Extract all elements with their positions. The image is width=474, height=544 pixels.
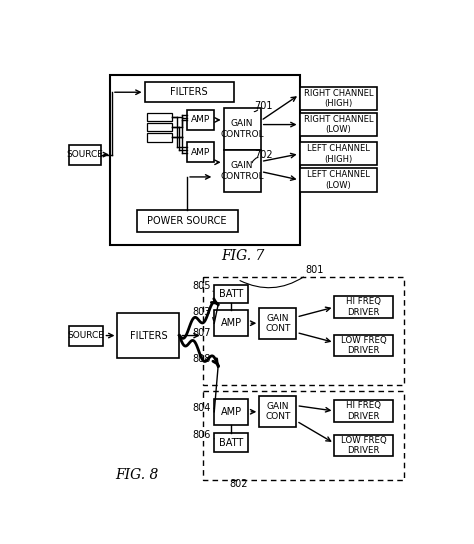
Text: FIG. 7: FIG. 7 — [221, 249, 264, 263]
Bar — [334, 435, 392, 456]
Text: 806: 806 — [193, 430, 211, 440]
Bar — [334, 296, 392, 318]
Bar — [69, 325, 103, 345]
Text: 702: 702 — [255, 150, 273, 160]
Text: POWER SOURCE: POWER SOURCE — [147, 216, 227, 226]
Bar — [202, 277, 404, 385]
Bar — [224, 150, 261, 193]
Bar — [300, 87, 377, 110]
Text: HI FREQ
DRIVER: HI FREQ DRIVER — [346, 401, 381, 421]
Text: GAIN
CONTROL: GAIN CONTROL — [220, 162, 264, 181]
Text: AMP: AMP — [221, 407, 242, 417]
Text: BATT: BATT — [219, 289, 244, 299]
Text: SOURCE: SOURCE — [66, 150, 103, 159]
Text: 802: 802 — [230, 479, 248, 489]
Text: LEFT CHANNEL
(LOW): LEFT CHANNEL (LOW) — [307, 170, 370, 190]
Bar — [334, 335, 392, 356]
Bar — [214, 285, 248, 303]
Text: 808: 808 — [193, 355, 211, 364]
Text: 804: 804 — [193, 403, 211, 413]
Bar — [300, 113, 377, 136]
Text: BATT: BATT — [219, 437, 244, 448]
Bar — [214, 399, 248, 425]
Text: AMP: AMP — [191, 148, 210, 157]
Text: LOW FREQ
DRIVER: LOW FREQ DRIVER — [340, 336, 386, 355]
Bar — [109, 75, 300, 245]
Text: FIG. 8: FIG. 8 — [115, 468, 158, 482]
Text: LOW FREQ
DRIVER: LOW FREQ DRIVER — [340, 436, 386, 455]
Text: LEFT CHANNEL
(HIGH): LEFT CHANNEL (HIGH) — [307, 144, 370, 164]
Text: RIGHT CHANNEL
(LOW): RIGHT CHANNEL (LOW) — [303, 115, 373, 134]
Text: AMP: AMP — [191, 115, 210, 125]
Bar — [137, 210, 237, 232]
Bar — [224, 108, 261, 150]
Bar — [187, 110, 214, 130]
Text: GAIN
CONTROL: GAIN CONTROL — [220, 119, 264, 139]
Bar — [259, 308, 296, 338]
Text: 805: 805 — [192, 281, 211, 291]
Text: 701: 701 — [255, 101, 273, 111]
Text: RIGHT CHANNEL
(HIGH): RIGHT CHANNEL (HIGH) — [303, 89, 373, 108]
Text: 803: 803 — [193, 307, 211, 318]
Bar — [118, 313, 179, 358]
Bar — [334, 400, 392, 422]
Bar — [147, 123, 172, 132]
Text: HI FREQ
DRIVER: HI FREQ DRIVER — [346, 298, 381, 317]
Bar — [214, 434, 248, 452]
Bar — [259, 397, 296, 427]
Bar — [187, 143, 214, 162]
Text: SOURCE: SOURCE — [68, 331, 104, 340]
Text: GAIN
CONT: GAIN CONT — [265, 313, 291, 333]
Bar — [147, 113, 172, 121]
Bar — [145, 82, 234, 102]
Text: 807: 807 — [192, 328, 211, 338]
Text: GAIN
CONT: GAIN CONT — [265, 402, 291, 422]
Text: FILTERS: FILTERS — [129, 331, 167, 341]
Bar — [214, 310, 248, 336]
Text: 801: 801 — [306, 265, 324, 275]
Bar — [147, 133, 172, 141]
Bar — [69, 145, 101, 165]
Bar — [202, 391, 404, 480]
Bar — [300, 169, 377, 191]
Text: FILTERS: FILTERS — [170, 87, 208, 97]
Bar — [300, 143, 377, 165]
Text: AMP: AMP — [221, 318, 242, 328]
